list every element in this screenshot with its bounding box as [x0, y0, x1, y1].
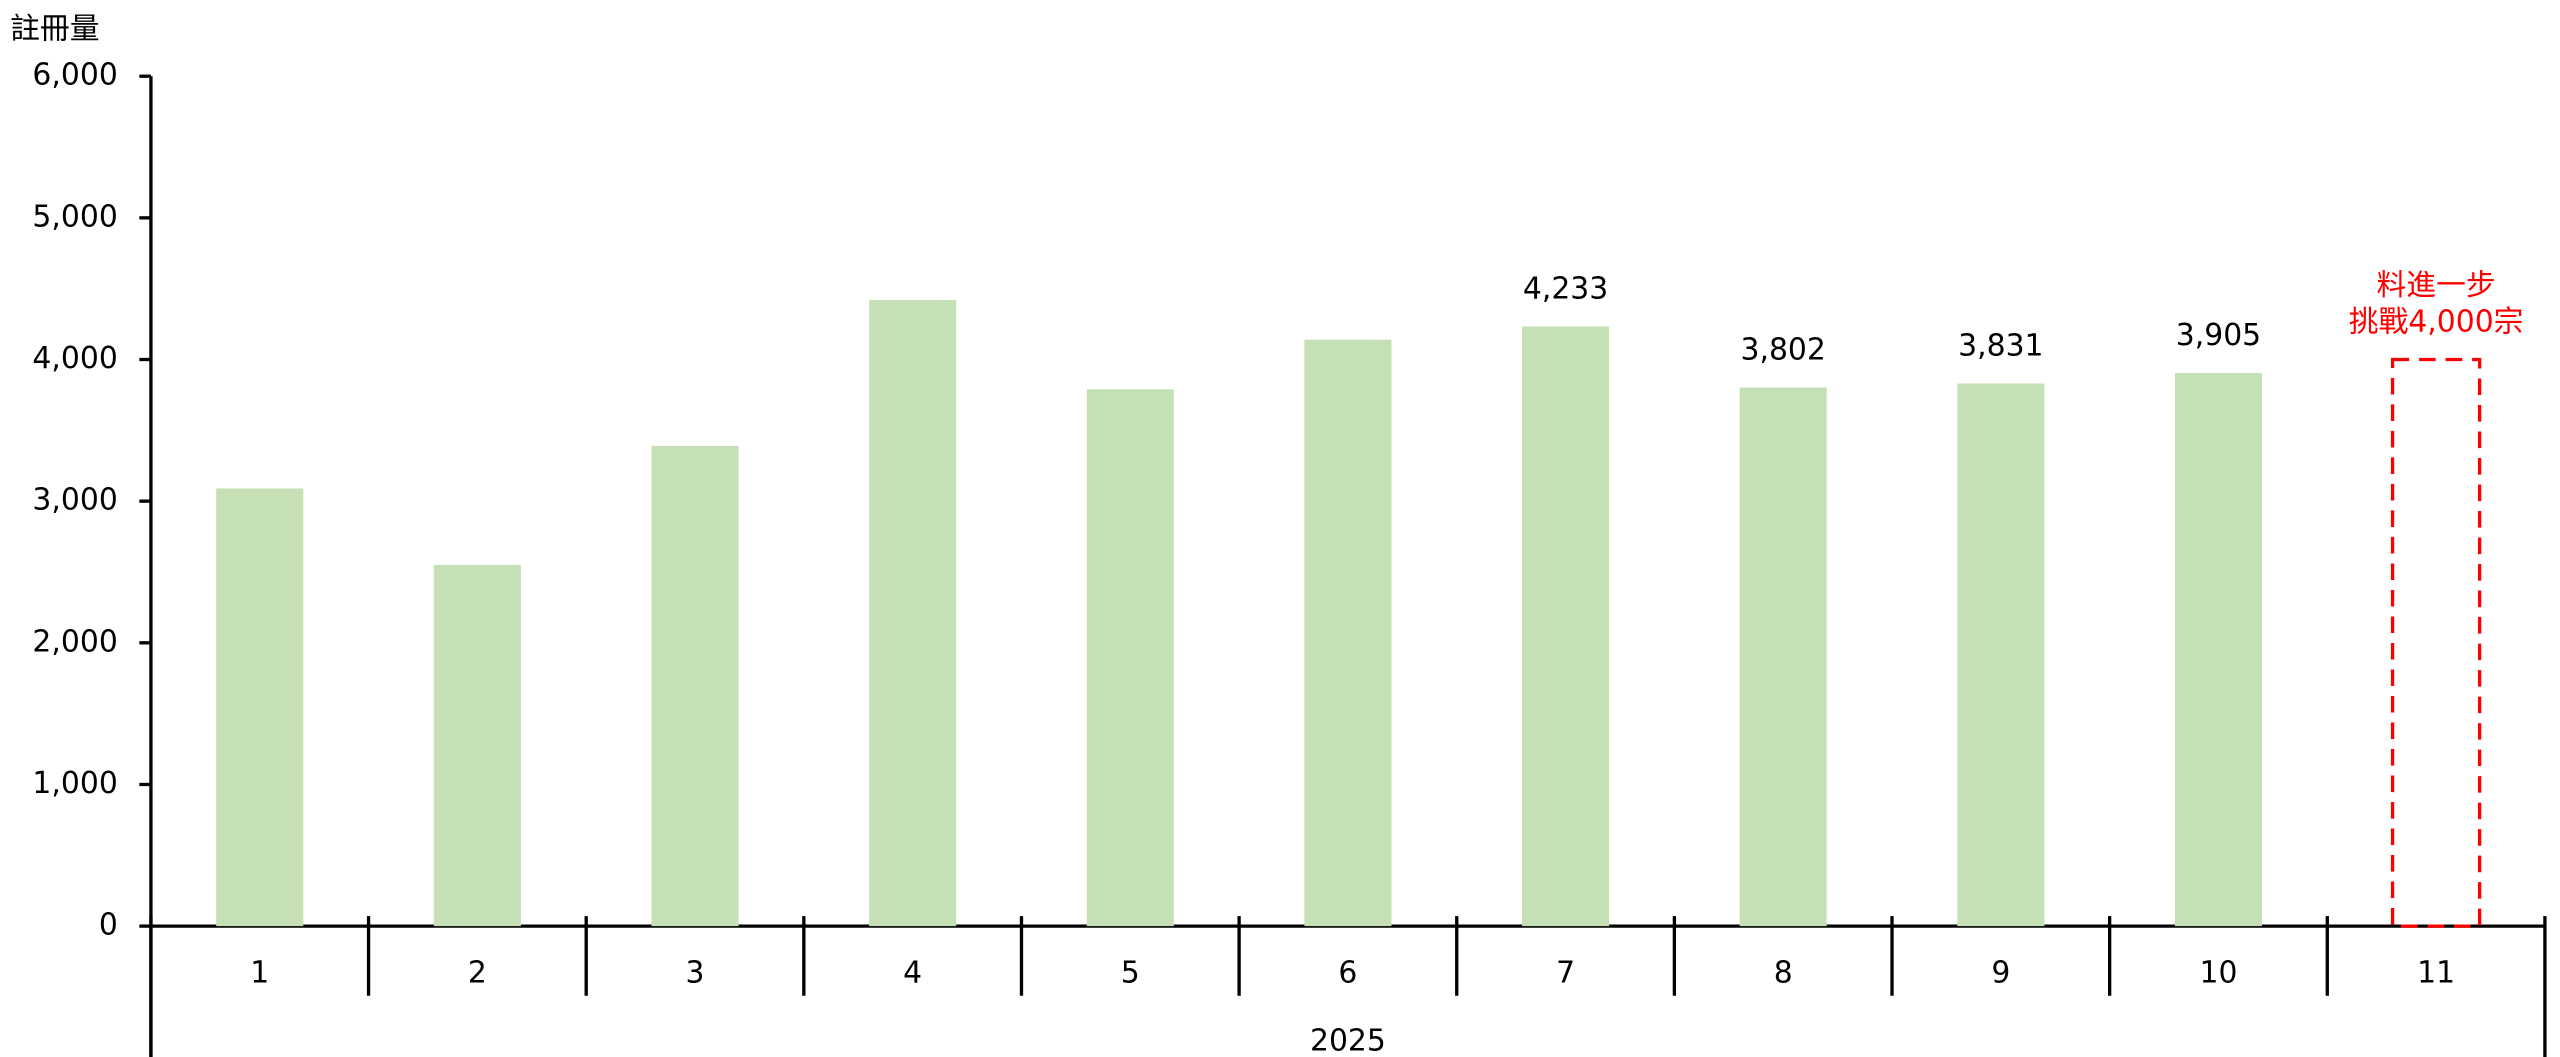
group-label: 2025 — [1310, 1024, 1386, 1057]
annotation-text: 料進一步 — [2376, 268, 2495, 303]
bar — [1522, 326, 1610, 927]
bar — [433, 564, 521, 927]
x-tick-label: 8 — [1774, 956, 1793, 991]
x-tick-label: 7 — [1556, 956, 1575, 991]
bar — [1304, 339, 1392, 927]
y-tick-label: 6,000 — [32, 58, 117, 93]
x-tick-label: 2 — [468, 956, 487, 991]
bar — [651, 445, 739, 927]
value-label: 3,802 — [1741, 333, 1826, 368]
value-label: 4,233 — [1523, 272, 1608, 307]
x-tick-label: 4 — [903, 956, 922, 991]
y-tick-label: 5,000 — [32, 199, 117, 234]
x-tick-label: 1 — [250, 956, 269, 991]
y-tick-label: 4,000 — [32, 341, 117, 376]
bar — [1739, 387, 1827, 927]
y-tick-label: 2,000 — [32, 624, 117, 659]
y-axis-label: 註冊量 — [10, 11, 99, 46]
x-tick-label: 11 — [2417, 956, 2455, 991]
x-tick-label: 9 — [1991, 956, 2010, 991]
bar — [2174, 372, 2262, 927]
x-tick-label: 6 — [1338, 956, 1357, 991]
bar — [216, 488, 304, 927]
x-tick-label: 5 — [1121, 956, 1140, 991]
x-tick-label: 10 — [2199, 956, 2237, 991]
value-label: 3,831 — [1958, 329, 2043, 364]
bar — [1086, 389, 1174, 927]
bar — [1957, 383, 2045, 927]
y-tick-label: 1,000 — [32, 766, 117, 801]
annotation-text: 挑戰4,000宗 — [2349, 305, 2524, 340]
x-tick-label: 3 — [686, 956, 705, 991]
y-tick-label: 0 — [99, 908, 118, 943]
value-label: 3,905 — [2176, 318, 2261, 353]
y-tick-label: 3,000 — [32, 483, 117, 518]
bar — [869, 300, 957, 927]
target-box — [2390, 357, 2482, 928]
